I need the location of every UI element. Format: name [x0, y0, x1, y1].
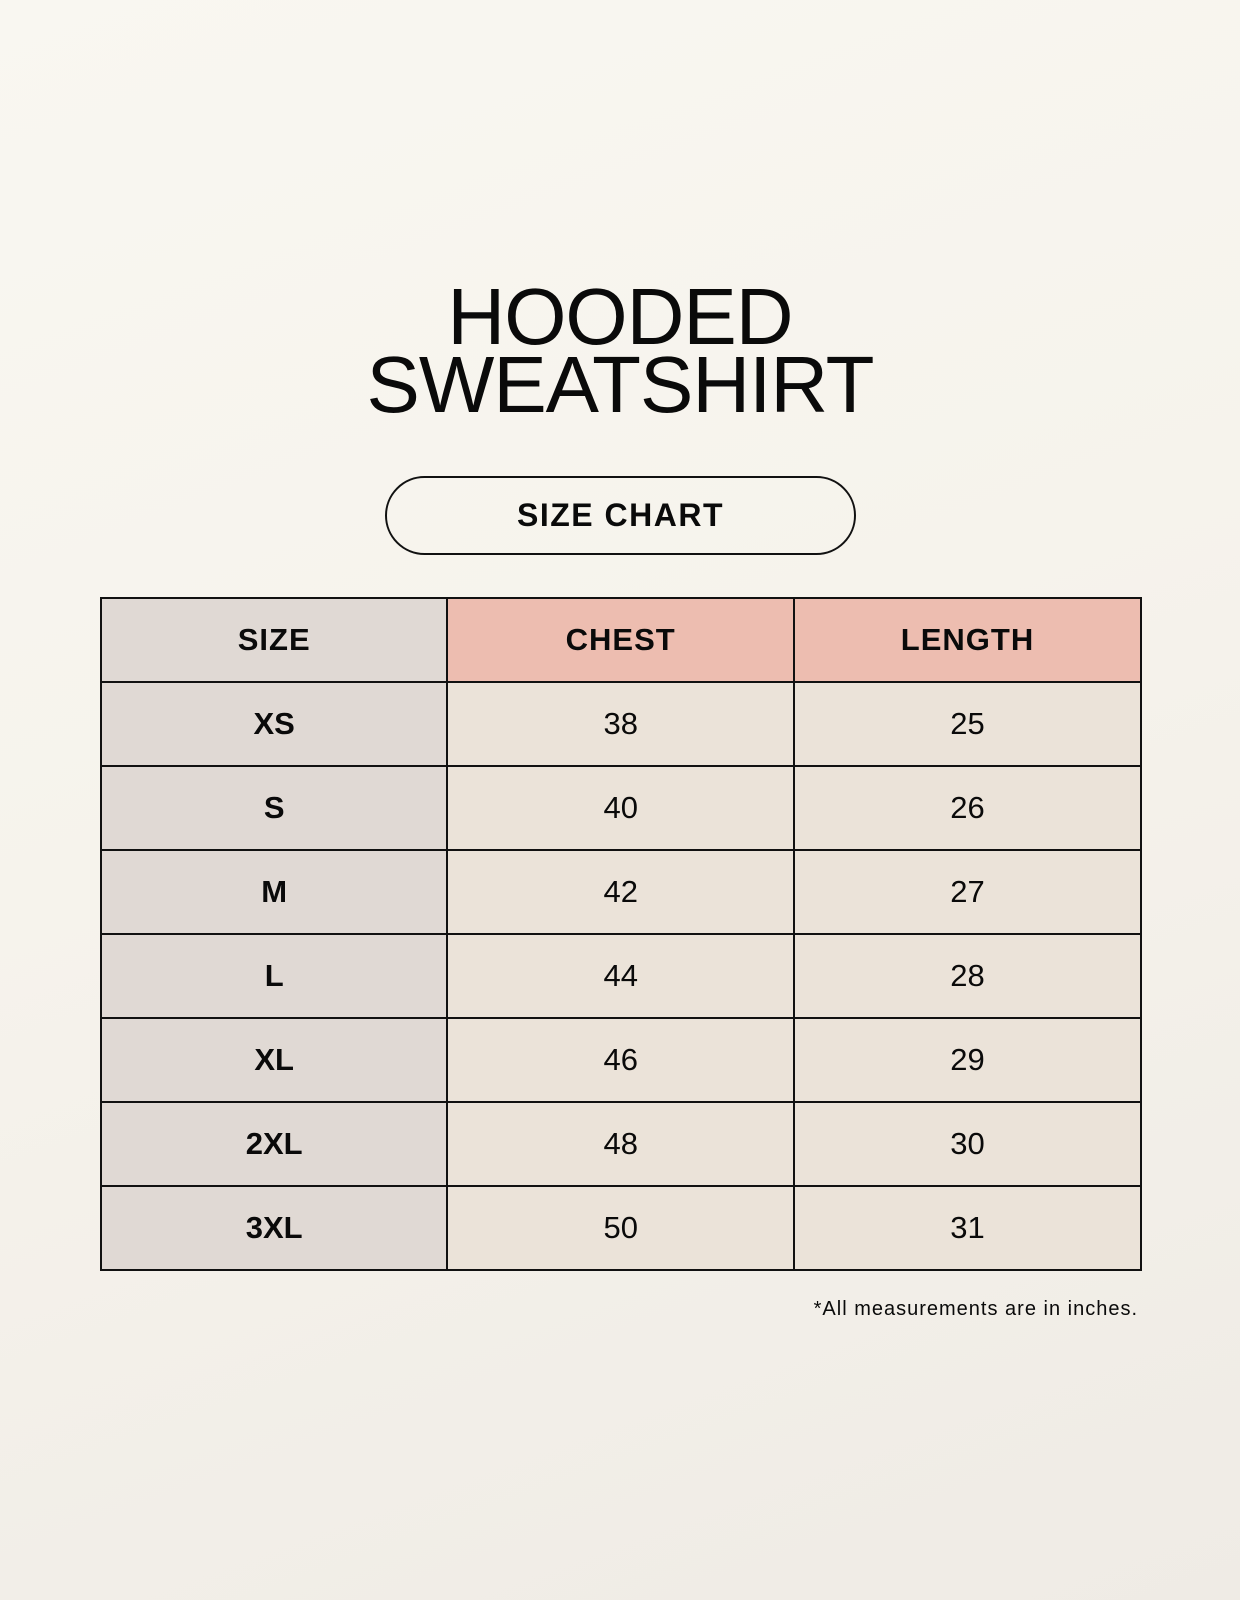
size-chart-badge: SIZE CHART [385, 476, 856, 555]
size-cell: 2XL [99, 1101, 449, 1187]
table-row: XL 46 29 [99, 1017, 1142, 1103]
size-cell: XS [99, 681, 449, 767]
header-chest: CHEST [446, 597, 796, 683]
length-cell: 29 [793, 1017, 1142, 1103]
chest-cell: 42 [446, 849, 796, 935]
header-size: SIZE [99, 597, 449, 683]
size-cell: XL [99, 1017, 449, 1103]
table-row: S 40 26 [99, 765, 1142, 851]
chest-cell: 40 [446, 765, 796, 851]
length-cell: 30 [793, 1101, 1142, 1187]
size-table: SIZE CHEST LENGTH XS 38 25 S 40 26 M 42 27 L 44 28 X… [99, 597, 1142, 1271]
title-line-1: HOODED [447, 272, 793, 361]
table-row: 3XL 50 31 [99, 1185, 1142, 1271]
size-cell: 3XL [99, 1185, 449, 1271]
table-row: 2XL 48 30 [99, 1101, 1142, 1187]
chest-cell: 44 [446, 933, 796, 1019]
footnote: *All measurements are in inches. [813, 1298, 1138, 1320]
table-row: L 44 28 [99, 933, 1142, 1019]
chest-cell: 46 [446, 1017, 796, 1103]
size-cell: L [99, 933, 449, 1019]
table-row: M 42 27 [99, 849, 1142, 935]
header-length: LENGTH [793, 597, 1142, 683]
length-cell: 25 [793, 681, 1142, 767]
length-cell: 31 [793, 1185, 1142, 1271]
page-title: HOODED SWEATSHIRT [0, 272, 1240, 429]
length-cell: 28 [793, 933, 1142, 1019]
length-cell: 26 [793, 765, 1142, 851]
length-cell: 27 [793, 849, 1142, 935]
title-line-2: SWEATSHIRT [366, 340, 874, 429]
chest-cell: 38 [446, 681, 796, 767]
table-row: XS 38 25 [99, 681, 1142, 767]
chest-cell: 50 [446, 1185, 796, 1271]
table-header-row: SIZE CHEST LENGTH [99, 597, 1142, 683]
size-cell: S [99, 765, 449, 851]
size-cell: M [99, 849, 449, 935]
chest-cell: 48 [446, 1101, 796, 1187]
